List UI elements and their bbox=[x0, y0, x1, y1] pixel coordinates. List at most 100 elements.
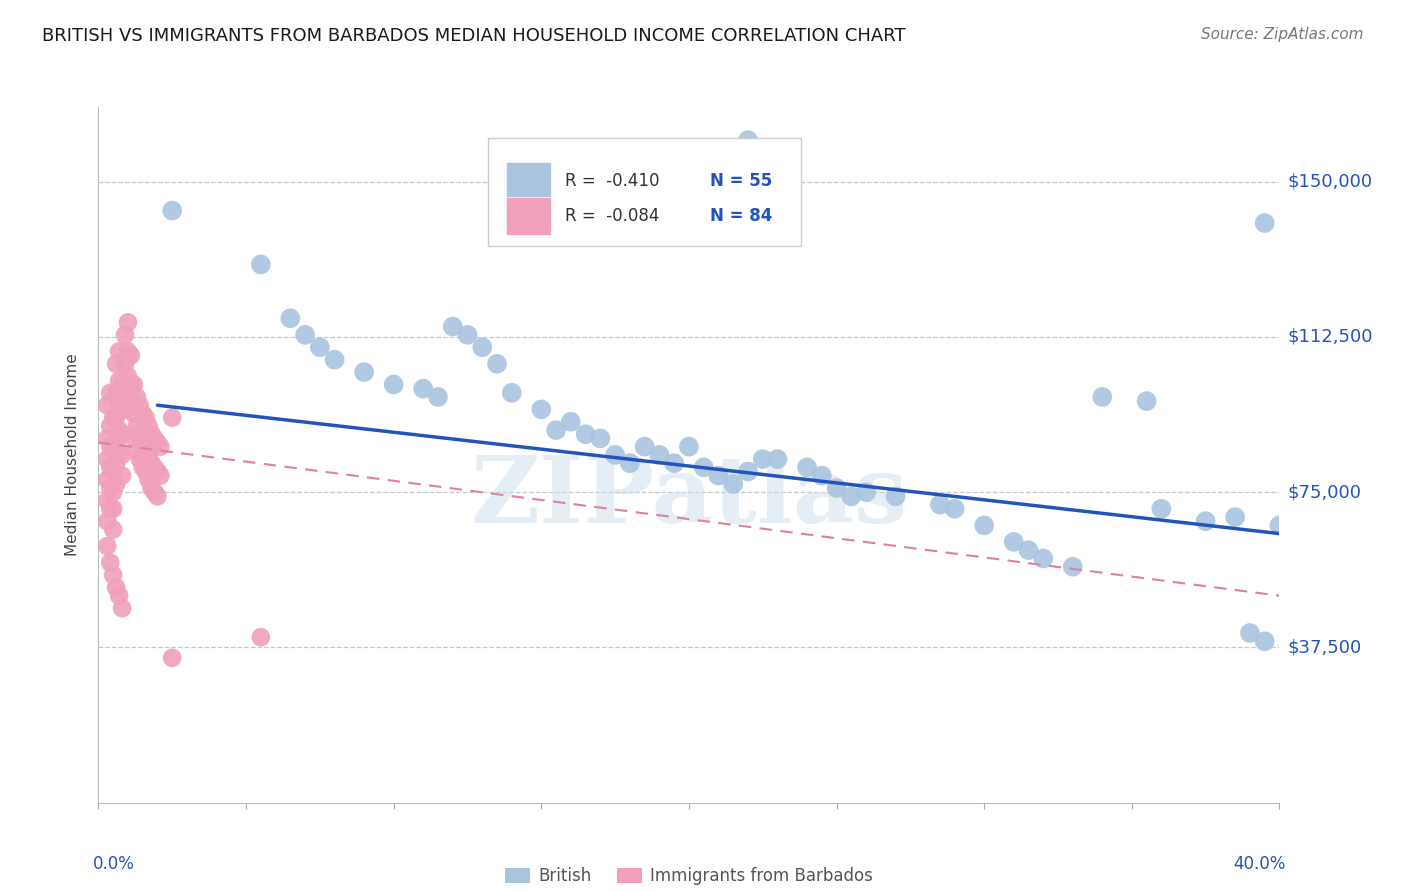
Point bbox=[122, 407, 145, 421]
Point bbox=[105, 435, 128, 450]
Point bbox=[114, 382, 136, 396]
Point bbox=[125, 419, 148, 434]
Text: Source: ZipAtlas.com: Source: ZipAtlas.com bbox=[1201, 27, 1364, 42]
Point bbox=[707, 468, 730, 483]
Point bbox=[605, 448, 627, 462]
Point bbox=[114, 357, 136, 371]
Point bbox=[737, 133, 759, 147]
Point bbox=[855, 485, 877, 500]
Point bbox=[766, 452, 789, 467]
Text: R =  -0.410: R = -0.410 bbox=[565, 172, 659, 191]
Point bbox=[117, 369, 139, 384]
Point bbox=[114, 402, 136, 417]
Point bbox=[103, 465, 125, 479]
Point bbox=[250, 257, 273, 271]
Point bbox=[796, 460, 818, 475]
Point bbox=[117, 315, 139, 329]
Point bbox=[120, 349, 142, 363]
Point bbox=[105, 385, 128, 400]
Point bbox=[441, 319, 464, 334]
FancyBboxPatch shape bbox=[506, 162, 551, 201]
Point bbox=[111, 468, 134, 483]
Point bbox=[105, 456, 128, 470]
Point bbox=[1268, 518, 1291, 533]
Point bbox=[664, 456, 686, 470]
Point bbox=[125, 443, 148, 458]
Point bbox=[111, 402, 134, 417]
Point bbox=[103, 501, 125, 516]
Point bbox=[1150, 501, 1173, 516]
Point bbox=[135, 440, 157, 454]
Point bbox=[721, 476, 744, 491]
Text: 40.0%: 40.0% bbox=[1233, 855, 1285, 873]
Point bbox=[648, 448, 671, 462]
Point bbox=[737, 465, 759, 479]
Point bbox=[108, 398, 131, 412]
Point bbox=[98, 501, 121, 516]
Point bbox=[120, 377, 142, 392]
Point bbox=[633, 440, 655, 454]
Point bbox=[122, 431, 145, 445]
Point bbox=[98, 481, 121, 495]
Point bbox=[120, 398, 142, 412]
Text: $150,000: $150,000 bbox=[1288, 172, 1372, 191]
Point bbox=[143, 485, 166, 500]
Point bbox=[105, 357, 128, 371]
Point bbox=[96, 539, 118, 553]
Point bbox=[132, 460, 155, 475]
Point bbox=[619, 456, 641, 470]
Point bbox=[122, 377, 145, 392]
Point bbox=[1017, 543, 1039, 558]
Point bbox=[1223, 510, 1246, 524]
Point bbox=[1002, 535, 1025, 549]
Point bbox=[103, 410, 125, 425]
Point bbox=[96, 398, 118, 412]
Point bbox=[96, 473, 118, 487]
Point bbox=[146, 489, 169, 503]
Text: 0.0%: 0.0% bbox=[93, 855, 135, 873]
Point bbox=[323, 352, 346, 367]
Legend: British, Immigrants from Barbados: British, Immigrants from Barbados bbox=[498, 861, 880, 892]
Text: N = 84: N = 84 bbox=[710, 207, 772, 225]
Point bbox=[141, 427, 163, 442]
Text: $37,500: $37,500 bbox=[1288, 639, 1362, 657]
Point bbox=[103, 485, 125, 500]
Point bbox=[1091, 390, 1114, 404]
Point bbox=[111, 377, 134, 392]
Point bbox=[141, 481, 163, 495]
Point bbox=[143, 431, 166, 445]
Point bbox=[1254, 216, 1277, 230]
Point bbox=[353, 365, 375, 379]
Point bbox=[943, 501, 966, 516]
Point bbox=[117, 390, 139, 404]
Text: BRITISH VS IMMIGRANTS FROM BARBADOS MEDIAN HOUSEHOLD INCOME CORRELATION CHART: BRITISH VS IMMIGRANTS FROM BARBADOS MEDI… bbox=[42, 27, 905, 45]
Point bbox=[309, 340, 332, 354]
Point bbox=[143, 460, 166, 475]
Point bbox=[678, 440, 700, 454]
Point bbox=[138, 448, 160, 462]
Point bbox=[138, 473, 160, 487]
Point bbox=[108, 443, 131, 458]
Point bbox=[544, 423, 567, 437]
Point bbox=[1239, 626, 1261, 640]
Point bbox=[146, 465, 169, 479]
Point bbox=[111, 427, 134, 442]
Point bbox=[111, 601, 134, 615]
Point bbox=[105, 476, 128, 491]
Point bbox=[96, 514, 118, 528]
Text: R =  -0.084: R = -0.084 bbox=[565, 207, 659, 225]
Point bbox=[149, 468, 172, 483]
Point bbox=[501, 385, 523, 400]
Point bbox=[751, 452, 773, 467]
Point bbox=[114, 327, 136, 342]
Y-axis label: Median Household Income: Median Household Income bbox=[65, 353, 80, 557]
Point bbox=[128, 398, 150, 412]
Point bbox=[111, 448, 134, 462]
Point bbox=[530, 402, 553, 417]
Point bbox=[884, 489, 907, 503]
Point bbox=[96, 493, 118, 508]
Point bbox=[141, 456, 163, 470]
Point bbox=[278, 311, 302, 326]
Point bbox=[810, 468, 832, 483]
Point bbox=[132, 407, 155, 421]
